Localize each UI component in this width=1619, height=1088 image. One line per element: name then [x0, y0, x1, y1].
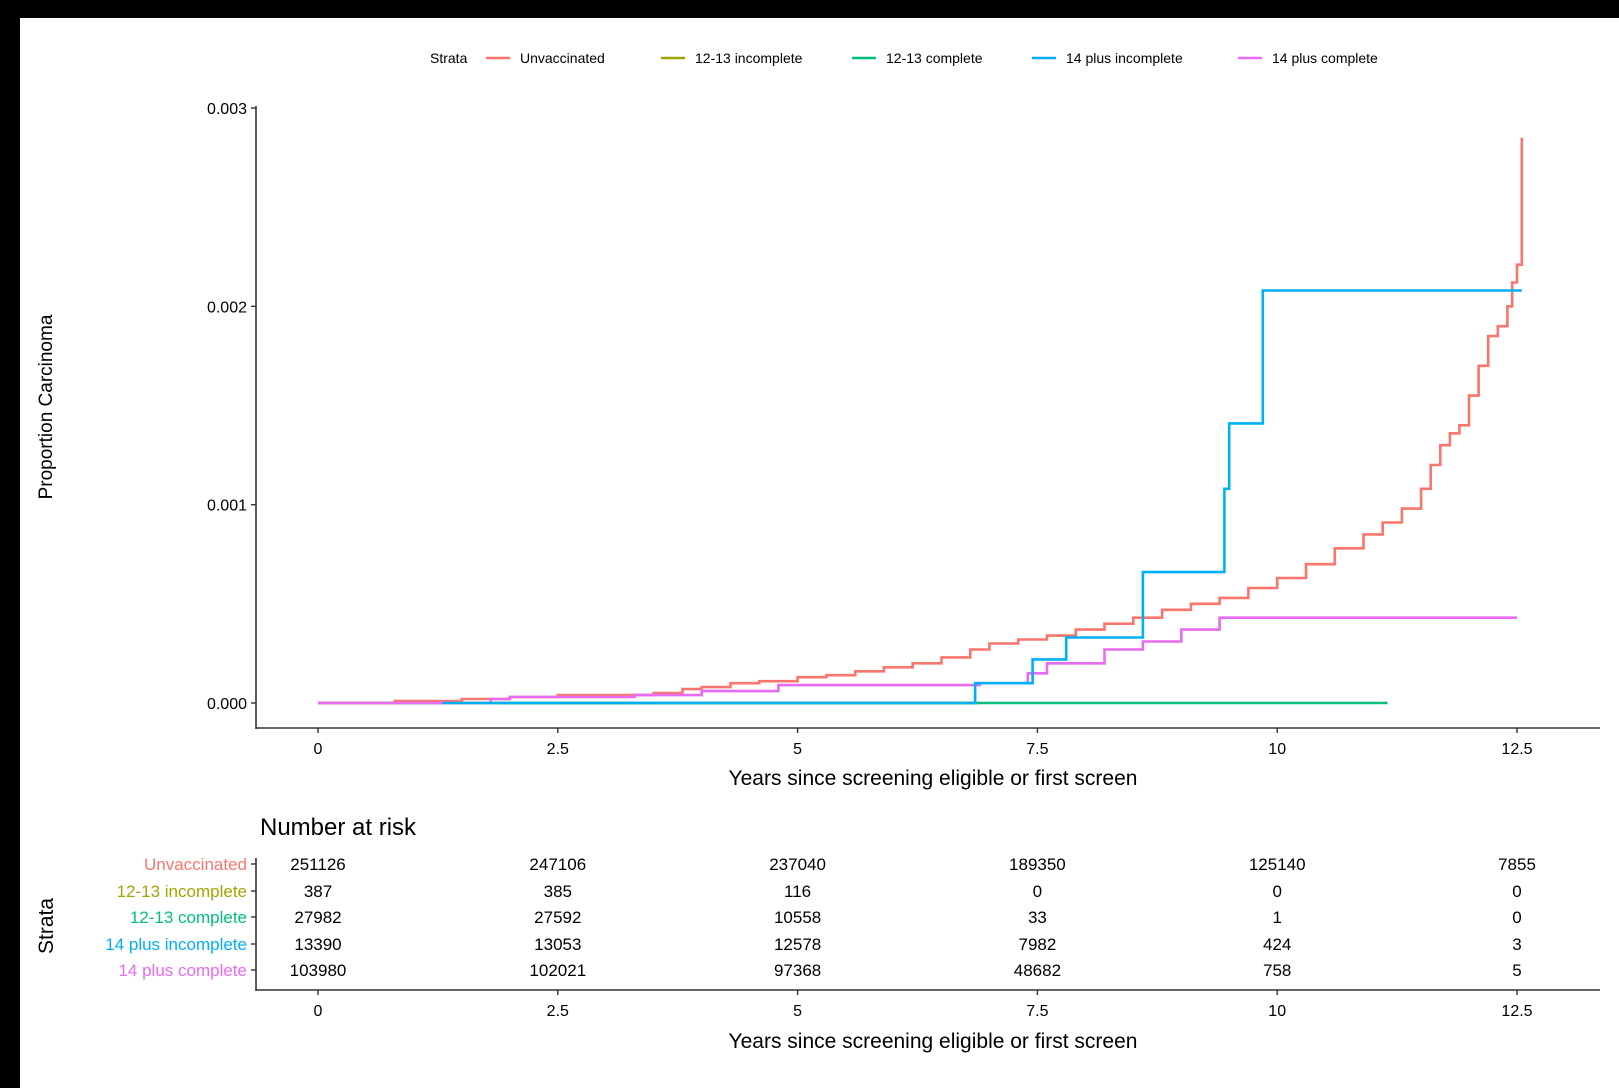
y-tick-label: 0.003 — [207, 101, 247, 118]
risk-row-label-12-13-complete: 12-13 complete — [130, 908, 247, 927]
risk-cell: 125140 — [1249, 855, 1306, 874]
risk-cell: 251126 — [290, 855, 345, 874]
risk-cell: 13053 — [534, 935, 581, 954]
risk-x-axis-title: Years since screening eligible or first … — [729, 1030, 1138, 1053]
risk-row-label-14-plus-incomplete: 14 plus incomplete — [105, 935, 247, 954]
risk-x-tick-label: 10 — [1268, 1003, 1286, 1020]
risk-x-tick-label: 12.5 — [1501, 1003, 1532, 1020]
risk-row-label-14-plus-complete: 14 plus complete — [118, 961, 247, 980]
risk-cell: 189350 — [1009, 855, 1066, 874]
figure-panel: Strata Unvaccinated 12-13 incomplete 12-13 … — [20, 18, 1619, 1088]
risk-y-axis-title: Strata — [35, 898, 58, 954]
risk-cell: 48682 — [1014, 961, 1061, 980]
y-tick-label: 0.001 — [207, 498, 247, 515]
risk-cell: 424 — [1263, 935, 1291, 954]
legend: Strata Unvaccinated 12-13 incomplete 12-13 … — [430, 50, 1378, 66]
risk-cell: 102021 — [529, 961, 586, 980]
risk-cell: 5 — [1512, 961, 1521, 980]
risk-cell: 12578 — [774, 935, 821, 954]
risk-cell: 0 — [1272, 882, 1281, 901]
risk-row-label-12-13-incomplete: 12-13 incomplete — [117, 882, 247, 901]
legend-label-14-plus-complete: 14 plus complete — [1272, 50, 1378, 66]
legend-label-14-plus-incomplete: 14 plus incomplete — [1066, 50, 1183, 66]
x-axis-title: Years since screening eligible or first … — [729, 767, 1138, 790]
risk-cell: 10558 — [774, 908, 821, 927]
risk-cell: 116 — [784, 882, 811, 901]
risk-cell: 27592 — [534, 908, 581, 927]
series-line-14-plus-incomplete — [442, 289, 1522, 705]
legend-label-12-13-incomplete: 12-13 incomplete — [695, 50, 803, 66]
x-tick-label: 2.5 — [547, 741, 569, 758]
y-tick-label: 0.002 — [207, 299, 247, 316]
risk-cell: 3 — [1512, 935, 1521, 954]
risk-cell: 237040 — [769, 855, 826, 874]
risk-x-tick-label: 5 — [793, 1003, 802, 1020]
risk-row-label-unvaccinated: Unvaccinated — [144, 855, 247, 874]
risk-cell: 1 — [1272, 908, 1281, 927]
risk-cell: 0 — [1033, 882, 1042, 901]
risk-cell: 0 — [1512, 908, 1521, 927]
risk-cell: 0 — [1512, 882, 1521, 901]
risk-cell: 7855 — [1498, 855, 1536, 874]
legend-label-unvaccinated: Unvaccinated — [520, 50, 605, 66]
risk-cell: 7982 — [1018, 935, 1056, 954]
risk-cell: 97368 — [774, 961, 821, 980]
risk-cell: 33 — [1028, 908, 1047, 927]
x-tick-label: 12.5 — [1501, 741, 1532, 758]
series-line-unvaccinated — [318, 137, 1524, 705]
risk-cell: 103980 — [290, 961, 347, 980]
risk-cell: 385 — [544, 882, 572, 901]
number-at-risk-table: Number at risk Unvaccinated 251126 247106 23… — [35, 814, 1600, 1053]
x-tick-label: 10 — [1268, 741, 1286, 758]
risk-table-title: Number at risk — [260, 814, 417, 841]
risk-cell: 387 — [304, 882, 332, 901]
y-axis-title: Proportion Carcinoma — [36, 314, 57, 499]
risk-x-tick-label: 2.5 — [547, 1003, 569, 1020]
risk-cell: 758 — [1263, 961, 1291, 980]
series-line-14-plus-complete — [318, 616, 1517, 705]
risk-x-tick-label: 0 — [314, 1003, 323, 1020]
x-tick-label: 7.5 — [1026, 741, 1048, 758]
legend-title: Strata — [430, 50, 468, 66]
risk-cell: 13390 — [294, 935, 341, 954]
kaplan-meier-figure: Strata Unvaccinated 12-13 incomplete 12-13 … — [35, 50, 1600, 1053]
x-tick-label: 5 — [793, 741, 802, 758]
legend-label-12-13-complete: 12-13 complete — [886, 50, 983, 66]
risk-x-tick-label: 7.5 — [1026, 1003, 1048, 1020]
y-tick-label: 0.000 — [207, 696, 247, 713]
cumulative-incidence-plot: 0.000 0.001 0.002 0.003 0 2.5 5 7.5 10 12.5 Years … — [36, 101, 1600, 790]
risk-cell: 247106 — [529, 855, 586, 874]
risk-cell: 27982 — [294, 908, 341, 927]
x-tick-label: 0 — [314, 741, 323, 758]
